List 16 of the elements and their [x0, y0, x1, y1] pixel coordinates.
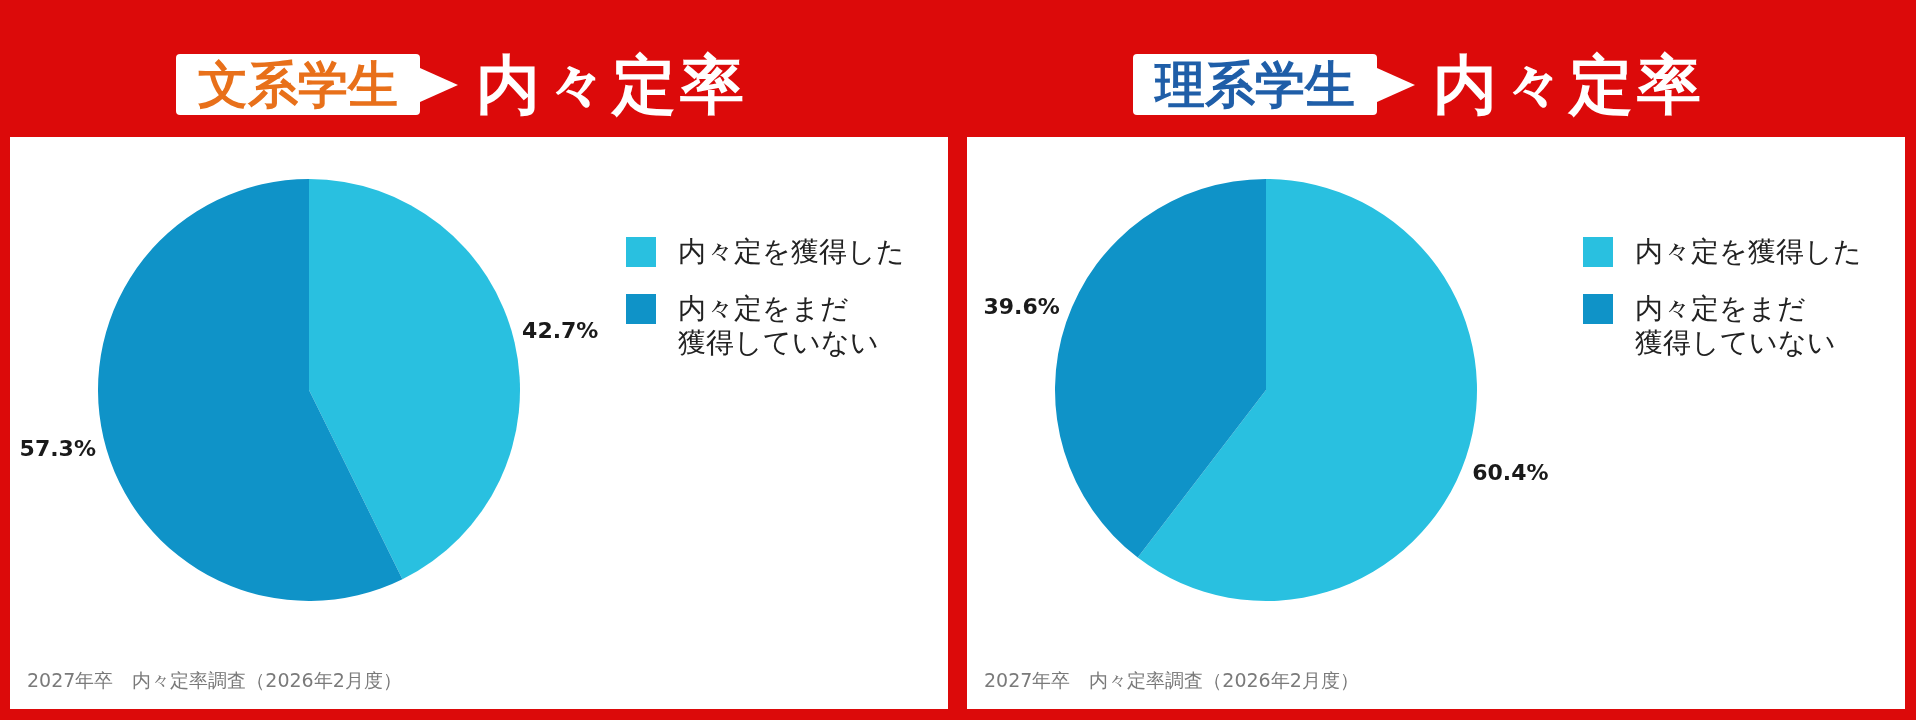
data-label: 57.3% — [19, 435, 96, 461]
data-label: 39.6% — [983, 294, 1060, 320]
text: 2027年卒 内々定率調査（2026年2月度） — [27, 669, 402, 692]
chart-title: 理系学生 — [1133, 54, 1377, 115]
chart-title: 文系学生 — [176, 54, 420, 115]
text: 2027年卒 内々定率調査（2026年2月度） — [984, 669, 1359, 692]
legend-label: 内々定を獲得した — [1635, 235, 1863, 269]
pie-slice — [98, 179, 403, 601]
legend-label: 内々定をまだ獲得していない — [678, 292, 880, 360]
chart-subtitle: 内々定率 — [1433, 47, 1705, 122]
chart-subtitle: 内々定率 — [476, 47, 748, 122]
legend-label: 内々定をまだ獲得していない — [1635, 292, 1837, 360]
pie-slice — [309, 179, 520, 580]
legend-label: 内々定を獲得した — [678, 235, 906, 269]
data-label: 60.4% — [1472, 459, 1549, 485]
data-label: 42.7% — [522, 318, 599, 344]
